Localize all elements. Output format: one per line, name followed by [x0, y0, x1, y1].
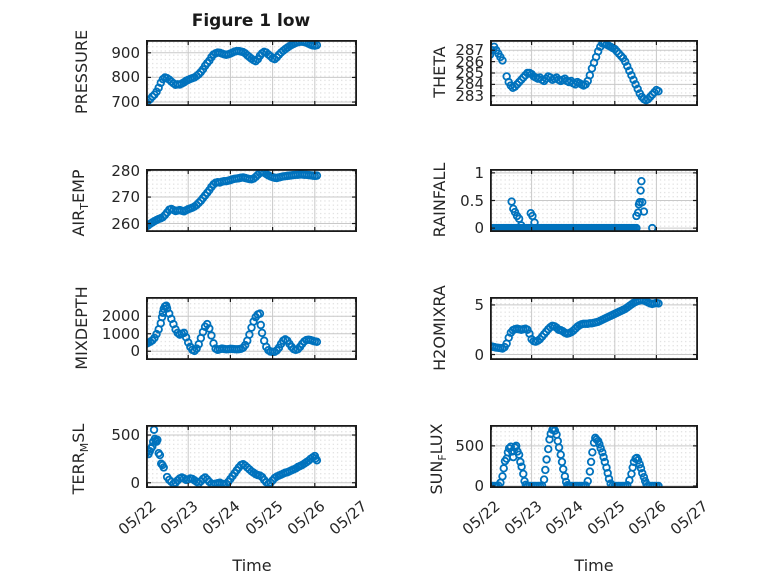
y-tick-label-rainfall: 0.5 [460, 191, 484, 210]
y-axis-label-text: MIXDEPTH [72, 285, 91, 370]
figure-title: Figure 1 low [191, 11, 311, 31]
y-axis-label-text: THETA [430, 46, 449, 98]
plot-frame [146, 425, 357, 488]
plot-frame [490, 40, 698, 106]
x-axis-label-left: Time [232, 556, 272, 575]
major-grid [490, 40, 698, 106]
y-tick-label-sun_flux: 0 [474, 476, 484, 495]
subplot-pressure [146, 40, 357, 106]
plot-frame [146, 297, 357, 360]
y-tick-label-terr_msl: 0 [130, 473, 140, 492]
y-tick-label-pressure: 900 [111, 43, 140, 62]
axis-ticks [490, 41, 698, 105]
y-axis-label-text: RAINFALL [430, 162, 449, 237]
plot-frame [146, 40, 357, 106]
y-tick-label-h2omixra: 5 [474, 295, 484, 314]
y-tick-label-pressure: 700 [111, 93, 140, 112]
y-axis-label-terr_msl: TERRMSL [69, 359, 94, 559]
y-axis-label-text: SL [69, 423, 88, 443]
subplot-rainfall [490, 169, 698, 232]
subplot-air_temp [146, 169, 357, 232]
y-tick-label-h2omixra: 0 [474, 345, 484, 364]
subplot-terr_msl [146, 425, 357, 488]
minor-grid-dots [147, 298, 356, 359]
y-tick-label-air_temp: 260 [111, 214, 140, 233]
y-axis-label-text: SUN [427, 460, 446, 494]
axis-ticks [490, 298, 698, 359]
scatter-points [490, 297, 663, 353]
subplot-h2omixra [490, 297, 698, 360]
y-axis-label-text: PRESSURE [72, 29, 91, 115]
y-axis-label-text: LUX [427, 423, 446, 454]
y-tick-label-terr_msl: 500 [111, 426, 140, 445]
x-axis-label-right: Time [574, 556, 614, 575]
scatter-points [146, 169, 322, 231]
y-axis-label-text: H2OMIXRA [430, 284, 449, 371]
y-tick-label-theta: 284 [455, 75, 484, 94]
y-tick-label-theta: 286 [455, 52, 484, 71]
y-axis-label-subscript: F [436, 453, 449, 461]
y-tick-label-sun_flux: 500 [455, 436, 484, 455]
y-tick-label-theta: 283 [455, 86, 484, 105]
y-tick-label-air_temp: 270 [111, 188, 140, 207]
subplot-theta [490, 40, 698, 106]
major-grid [146, 40, 357, 106]
y-tick-label-theta: 287 [455, 41, 484, 60]
subplot-mixdepth [146, 297, 357, 360]
y-tick-label-rainfall: 1 [474, 163, 484, 182]
plot-frame [146, 169, 357, 232]
minor-grid-dots [491, 298, 697, 359]
axis-ticks [146, 169, 357, 231]
subplot-sun_flux [490, 425, 698, 488]
plot-frame [490, 169, 698, 232]
y-axis-label-subscript: M [78, 442, 91, 452]
scatter-points [146, 301, 322, 357]
plot-frame [490, 297, 698, 360]
minor-grid-dots [147, 41, 356, 105]
plot-frame [490, 425, 698, 488]
major-grid [490, 297, 698, 360]
y-tick-label-pressure: 800 [111, 68, 140, 87]
axis-ticks [490, 426, 698, 487]
y-tick-label-mixdepth: 1000 [101, 324, 140, 343]
y-axis-label-subscript: T [78, 202, 91, 210]
y-axis-label-sun_flux: SUNFLUX [427, 359, 452, 559]
y-tick-label-mixdepth: 0 [130, 342, 140, 361]
y-axis-label-text: EMP [69, 168, 88, 203]
scatter-points [490, 40, 663, 105]
axis-ticks [146, 298, 357, 359]
y-tick-label-mixdepth: 2000 [101, 307, 140, 326]
axis-ticks [146, 41, 357, 105]
axis-ticks [490, 170, 698, 231]
y-tick-label-theta: 285 [455, 64, 484, 82]
scatter-points [146, 425, 322, 488]
axis-ticks [146, 426, 357, 487]
minor-grid-dots [147, 170, 356, 231]
y-tick-label-rainfall: 0 [474, 219, 484, 238]
y-tick-label-air_temp: 280 [111, 161, 140, 180]
y-axis-label-text: TERR [69, 451, 88, 494]
